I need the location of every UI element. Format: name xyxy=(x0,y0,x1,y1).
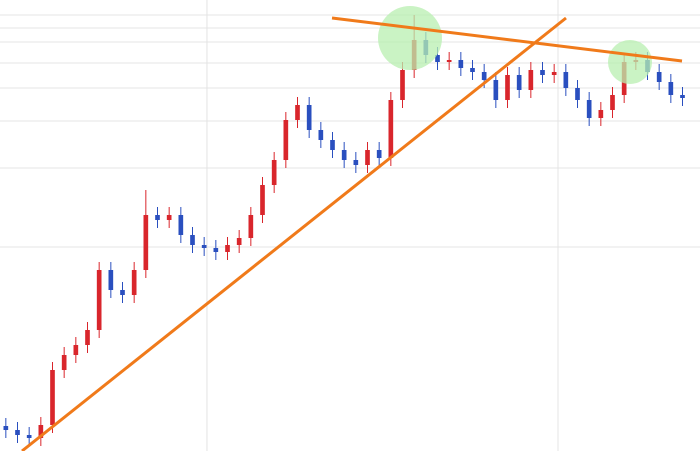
candle-body xyxy=(213,248,219,252)
candle-body xyxy=(260,185,265,215)
candle-body xyxy=(388,100,394,158)
candle-body xyxy=(201,245,207,248)
candle-body xyxy=(38,425,44,438)
candle-body xyxy=(61,355,67,370)
candle-body xyxy=(540,70,545,75)
candle-body xyxy=(598,110,604,118)
candle-body xyxy=(610,95,615,110)
resistance-trendline xyxy=(331,16,683,63)
candle-body xyxy=(131,270,137,295)
candle-body xyxy=(190,235,195,245)
candle-body xyxy=(551,72,557,75)
candle-body xyxy=(166,215,172,220)
candle-body xyxy=(236,238,242,245)
candle-body xyxy=(458,60,464,68)
candle-body xyxy=(248,215,254,238)
candle-body xyxy=(73,345,79,355)
highlight-circle xyxy=(608,40,652,84)
candle-body xyxy=(26,435,32,438)
candle-body xyxy=(318,130,324,140)
candle-body xyxy=(400,70,405,100)
candle-body xyxy=(656,72,662,82)
candle-body xyxy=(295,105,300,120)
candle-body xyxy=(575,88,580,100)
candle-body xyxy=(283,120,289,160)
candle-body xyxy=(481,72,487,80)
candle-body xyxy=(680,95,685,98)
candle-body xyxy=(120,290,125,295)
candle-body xyxy=(668,82,674,95)
candle-body xyxy=(155,215,160,220)
candles xyxy=(3,15,685,446)
candle-body xyxy=(143,215,149,270)
annotations xyxy=(21,6,683,451)
candle-body xyxy=(516,75,522,90)
candle-body xyxy=(586,100,592,118)
candle-body xyxy=(225,245,230,252)
candle-body xyxy=(306,105,312,130)
candle-body xyxy=(178,215,184,235)
candle-body xyxy=(493,80,499,100)
candle-body xyxy=(108,270,114,290)
candle-body xyxy=(563,72,569,88)
candle-body xyxy=(528,70,534,90)
candle-body xyxy=(353,160,359,165)
candle-body xyxy=(365,150,370,165)
candle-body xyxy=(435,55,440,62)
candle-body xyxy=(470,68,475,72)
candle-body xyxy=(50,370,55,425)
candle-body xyxy=(446,60,452,62)
candle-body xyxy=(341,150,347,160)
candle-body xyxy=(271,160,277,185)
candle-body xyxy=(85,330,90,345)
candle-body xyxy=(96,270,102,330)
support-trendline xyxy=(21,16,567,451)
candle-body xyxy=(330,140,335,150)
candle-body xyxy=(505,75,510,100)
highlight-circle xyxy=(378,6,442,70)
candle-body xyxy=(376,150,382,158)
candle-body xyxy=(15,430,20,435)
candle-body xyxy=(3,426,9,430)
